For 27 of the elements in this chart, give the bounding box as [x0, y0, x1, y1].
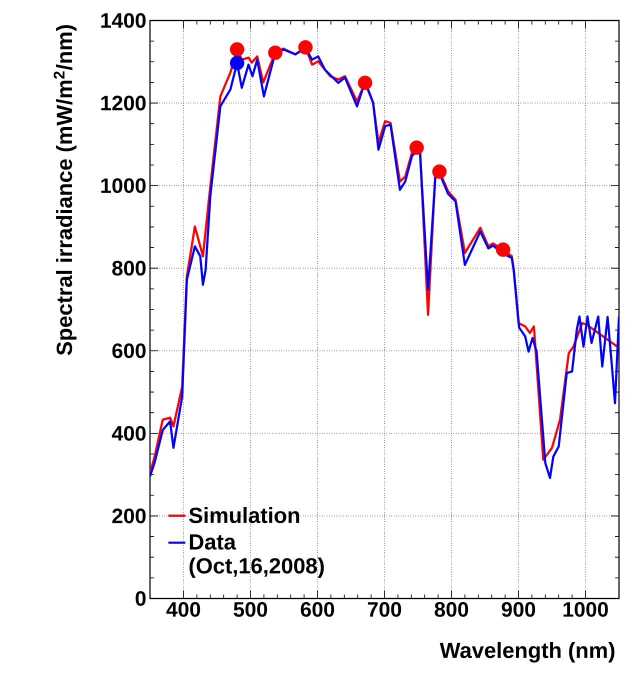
point: [230, 42, 244, 57]
y-axis-title: Spectral irradiance (mW/m$^{2}$/nm): [54, 25, 76, 356]
x-tick-label: 900: [502, 602, 536, 617]
y-tick-label: 0: [136, 591, 146, 606]
y-tick-label: 800: [112, 260, 146, 276]
point: [432, 164, 447, 179]
x-tick-label: 500: [234, 602, 268, 617]
y-tick-label: 1200: [101, 96, 146, 110]
point: [298, 40, 313, 55]
point: [268, 45, 282, 60]
x-tick-label: 800: [434, 602, 468, 617]
y-tick-label: 1400: [101, 13, 146, 28]
x-tick-label: 700: [368, 602, 402, 617]
point: [358, 76, 372, 90]
x-tick-label: 400: [166, 602, 200, 617]
legend-label: Simulation: [189, 507, 300, 524]
x-tick-label: 600: [300, 602, 334, 617]
legend-label: Data (Oct,16,2008): [190, 534, 324, 578]
point: [230, 56, 244, 70]
x-tick-label: 1000: [564, 602, 608, 617]
y-tick-label: 1000: [101, 178, 146, 194]
y-tick-label: 400: [112, 426, 146, 441]
y-tick-label: 600: [112, 343, 146, 358]
y-tick-label: 200: [112, 508, 146, 524]
point: [496, 242, 510, 257]
x-axis-title: Wavelength (nm): [440, 642, 614, 663]
point: [409, 140, 424, 155]
